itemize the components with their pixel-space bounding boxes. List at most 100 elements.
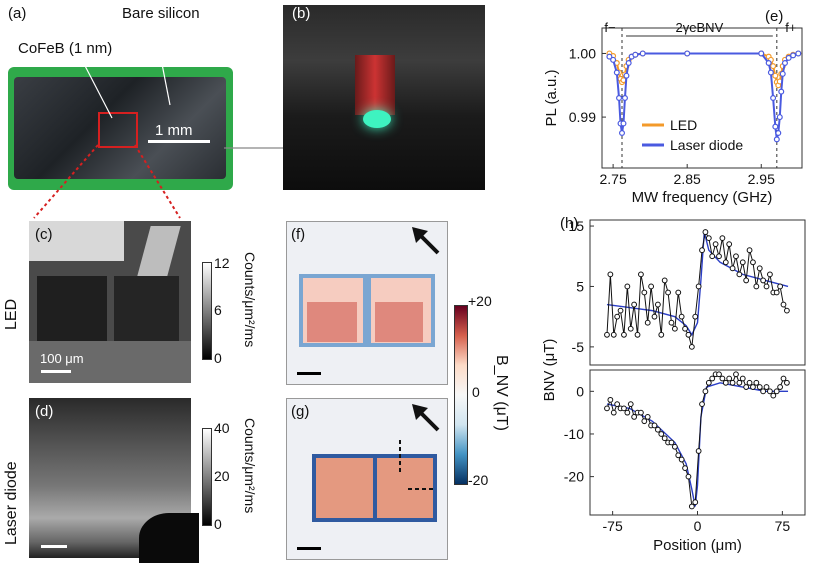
series-1-point: [618, 129, 625, 136]
bottom-data-point: [614, 401, 621, 408]
top-data-point: [773, 289, 780, 296]
series-line-1: [608, 52, 799, 140]
top-data-point: [712, 241, 719, 248]
bottom-y-tick-label-0: 0: [576, 383, 584, 399]
x-tick-label-2: 75: [775, 518, 791, 534]
led-image: [29, 221, 191, 383]
sample-photo: [8, 67, 233, 190]
panel-label-g: (g): [291, 403, 310, 420]
top-data-point: [763, 283, 770, 290]
bottom-data-point: [661, 435, 668, 442]
x-tick-label-1: 2.85: [674, 171, 701, 187]
top-data-point: [688, 343, 695, 350]
top-data-point: [685, 331, 692, 338]
cbar-bnv-tick-0: +20: [468, 293, 492, 309]
bottom-data-point: [702, 388, 709, 395]
top-data-point: [644, 319, 651, 326]
bottom-data-point: [604, 405, 610, 412]
bottom-data-point: [610, 409, 617, 416]
top-data-point: [661, 277, 668, 284]
magnetization-arrow-g: [412, 404, 440, 432]
top-data-point: [702, 229, 709, 235]
series-1-point: [773, 136, 780, 143]
bottom-data-point: [631, 414, 638, 420]
laser-image: [29, 398, 199, 563]
row-label-led: LED: [3, 298, 20, 330]
series-1-point: [625, 59, 632, 66]
top-data-point: [777, 283, 784, 290]
top-data-point: [709, 253, 716, 260]
cbar-d-label: Counts/μm²/ms: [242, 418, 258, 514]
top-data-point: [719, 235, 726, 242]
top-data-point: [654, 301, 661, 308]
cbar-c-tick-2: 0: [214, 350, 222, 366]
top-data-point: [705, 235, 712, 242]
top-data-point: [617, 307, 624, 314]
series-1-point: [770, 94, 777, 101]
top-data-point: [648, 283, 655, 290]
series-0-point: [770, 63, 777, 70]
bottom-data-point: [739, 375, 746, 382]
cbar-d-tick-2: 0: [214, 516, 222, 532]
cbar-d-tick-1: 20: [214, 468, 230, 484]
top-data-point: [641, 289, 648, 296]
splitting-label: 2γeBNV: [676, 20, 724, 35]
top-data-point: [614, 313, 621, 320]
top-data-point: [682, 325, 688, 332]
chart-h: 15 5 -5 0 -10 -20 -75 0 75 Position (μm) BNV (μT): [541, 218, 806, 554]
bottom-data-point: [638, 409, 644, 416]
x-axis-label: MW frequency (GHz): [632, 189, 773, 206]
top-data-point: [627, 325, 634, 332]
series-1-point: [767, 69, 774, 76]
x-tick-label-0: -75: [603, 518, 623, 534]
top-frame: [589, 219, 806, 366]
x-tick-label-1: 0: [694, 518, 702, 534]
scale-bar: [297, 372, 321, 375]
series-0-point: [772, 72, 779, 79]
series-1-point: [623, 72, 630, 79]
bottom-data-point: [658, 431, 665, 437]
bottom-data-point: [729, 379, 736, 386]
top-data-point: [638, 271, 644, 278]
top-data-point: [658, 331, 665, 338]
top-data-point: [631, 301, 638, 308]
top-data-point: [739, 259, 746, 266]
top-data-point: [610, 331, 617, 338]
x-tick-label-0: 2.75: [599, 171, 626, 187]
cbar-bnv-tick-1: 0: [472, 384, 480, 400]
plot-frame: [601, 27, 803, 169]
top-data-point: [671, 325, 678, 332]
top-data-line: [606, 230, 788, 348]
top-data-point: [729, 265, 736, 272]
bottom-data-point: [671, 443, 678, 450]
top-data-point: [716, 253, 722, 260]
y-tick-label-1: 0.99: [569, 109, 596, 125]
top-data-point: [624, 283, 631, 290]
row-label-laser: Laser diode: [3, 461, 20, 545]
bottom-data-point: [627, 401, 634, 408]
bottom-data-point: [675, 452, 682, 459]
bottom-data-point: [763, 384, 770, 390]
series-1-point: [765, 59, 772, 66]
f-minus-label: f−: [604, 20, 615, 35]
led-glow: [363, 110, 391, 128]
series-1-point: [778, 88, 785, 95]
top-data-point: [665, 289, 671, 296]
bottom-data-point: [678, 456, 685, 463]
series-1-point: [620, 120, 627, 127]
top-data-point: [783, 307, 790, 314]
bottom-data-point: [716, 371, 722, 378]
top-data-point: [780, 301, 787, 308]
bottom-data-point: [651, 422, 658, 429]
series-1-point: [772, 123, 779, 130]
top-data-point: [604, 331, 610, 338]
top-data-point: [699, 247, 705, 254]
bottom-data-point: [654, 426, 661, 433]
bottom-data-point: [773, 388, 780, 395]
series-1-point: [795, 50, 802, 57]
top-y-tick-label-1: 5: [576, 278, 584, 294]
top-data-point: [722, 259, 729, 266]
cbar-bnv-label: B_NV (μT): [493, 355, 510, 431]
bottom-data-point: [750, 384, 756, 390]
bottom-data-point: [753, 379, 760, 386]
